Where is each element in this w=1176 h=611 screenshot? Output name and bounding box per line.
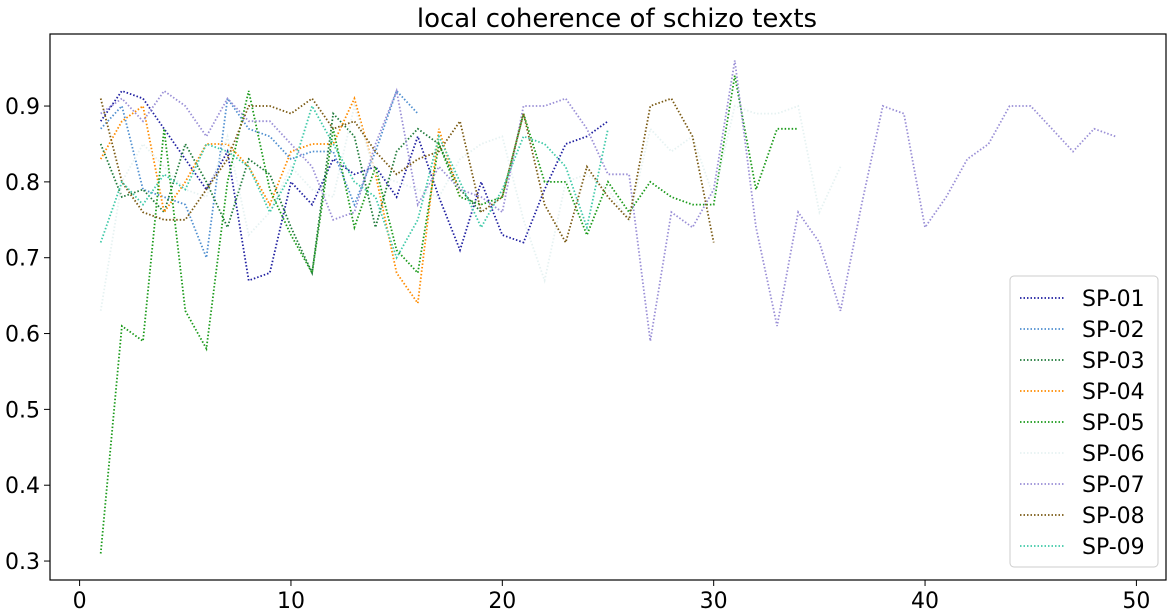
legend-label-sp-01: SP-01 bbox=[1082, 287, 1145, 312]
x-tick-label: 10 bbox=[277, 589, 305, 611]
y-axis-ticks: 0.3 0.4 0.5 0.6 0.7 0.8 0.9 bbox=[5, 95, 50, 575]
series-line-sp-02 bbox=[100, 89, 419, 262]
y-tick-label: 0.6 bbox=[5, 323, 40, 348]
legend-box bbox=[1009, 275, 1159, 568]
x-tick-label: 0 bbox=[73, 589, 87, 611]
legend: SP-01 SP-02 SP-03 SP-04 SP-05 SP-06 SP-07 SP-08… bbox=[1009, 275, 1159, 568]
y-tick-label: 0.5 bbox=[5, 398, 40, 423]
y-tick-label: 0.7 bbox=[5, 247, 40, 272]
series-line-sp-06 bbox=[99, 102, 842, 311]
plot-lines bbox=[99, 60, 1116, 554]
series-line-sp-01 bbox=[99, 89, 609, 282]
series-line-sp-05 bbox=[99, 75, 799, 554]
legend-label-sp-02: SP-02 bbox=[1082, 318, 1145, 343]
plot-frame bbox=[49, 33, 1167, 581]
y-tick-label: 0.3 bbox=[5, 550, 40, 575]
chart-title: local coherence of schizo texts bbox=[417, 4, 817, 34]
series-line-sp-03 bbox=[99, 111, 482, 277]
x-tick-label: 30 bbox=[700, 589, 728, 611]
series-line-sp-08 bbox=[99, 97, 715, 245]
legend-label-sp-07: SP-07 bbox=[1082, 473, 1145, 498]
x-tick-label: 50 bbox=[1122, 589, 1150, 611]
legend-label-sp-06: SP-06 bbox=[1082, 442, 1145, 467]
series-line-sp-04 bbox=[99, 95, 461, 306]
x-tick-label: 20 bbox=[488, 589, 516, 611]
series-line-sp-07 bbox=[100, 60, 1116, 342]
y-tick-label: 0.8 bbox=[5, 171, 40, 196]
x-axis-ticks: 0 10 20 30 40 50 bbox=[73, 580, 1150, 611]
legend-label-sp-03: SP-03 bbox=[1082, 349, 1145, 374]
series-line-sp-09 bbox=[99, 103, 609, 260]
y-tick-label: 0.9 bbox=[5, 95, 40, 120]
y-tick-label: 0.4 bbox=[5, 474, 40, 499]
legend-label-sp-08: SP-08 bbox=[1082, 504, 1145, 529]
legend-label-sp-04: SP-04 bbox=[1082, 380, 1145, 405]
legend-label-sp-09: SP-09 bbox=[1082, 535, 1145, 560]
legend-label-sp-05: SP-05 bbox=[1082, 411, 1145, 436]
x-tick-label: 40 bbox=[911, 589, 939, 611]
